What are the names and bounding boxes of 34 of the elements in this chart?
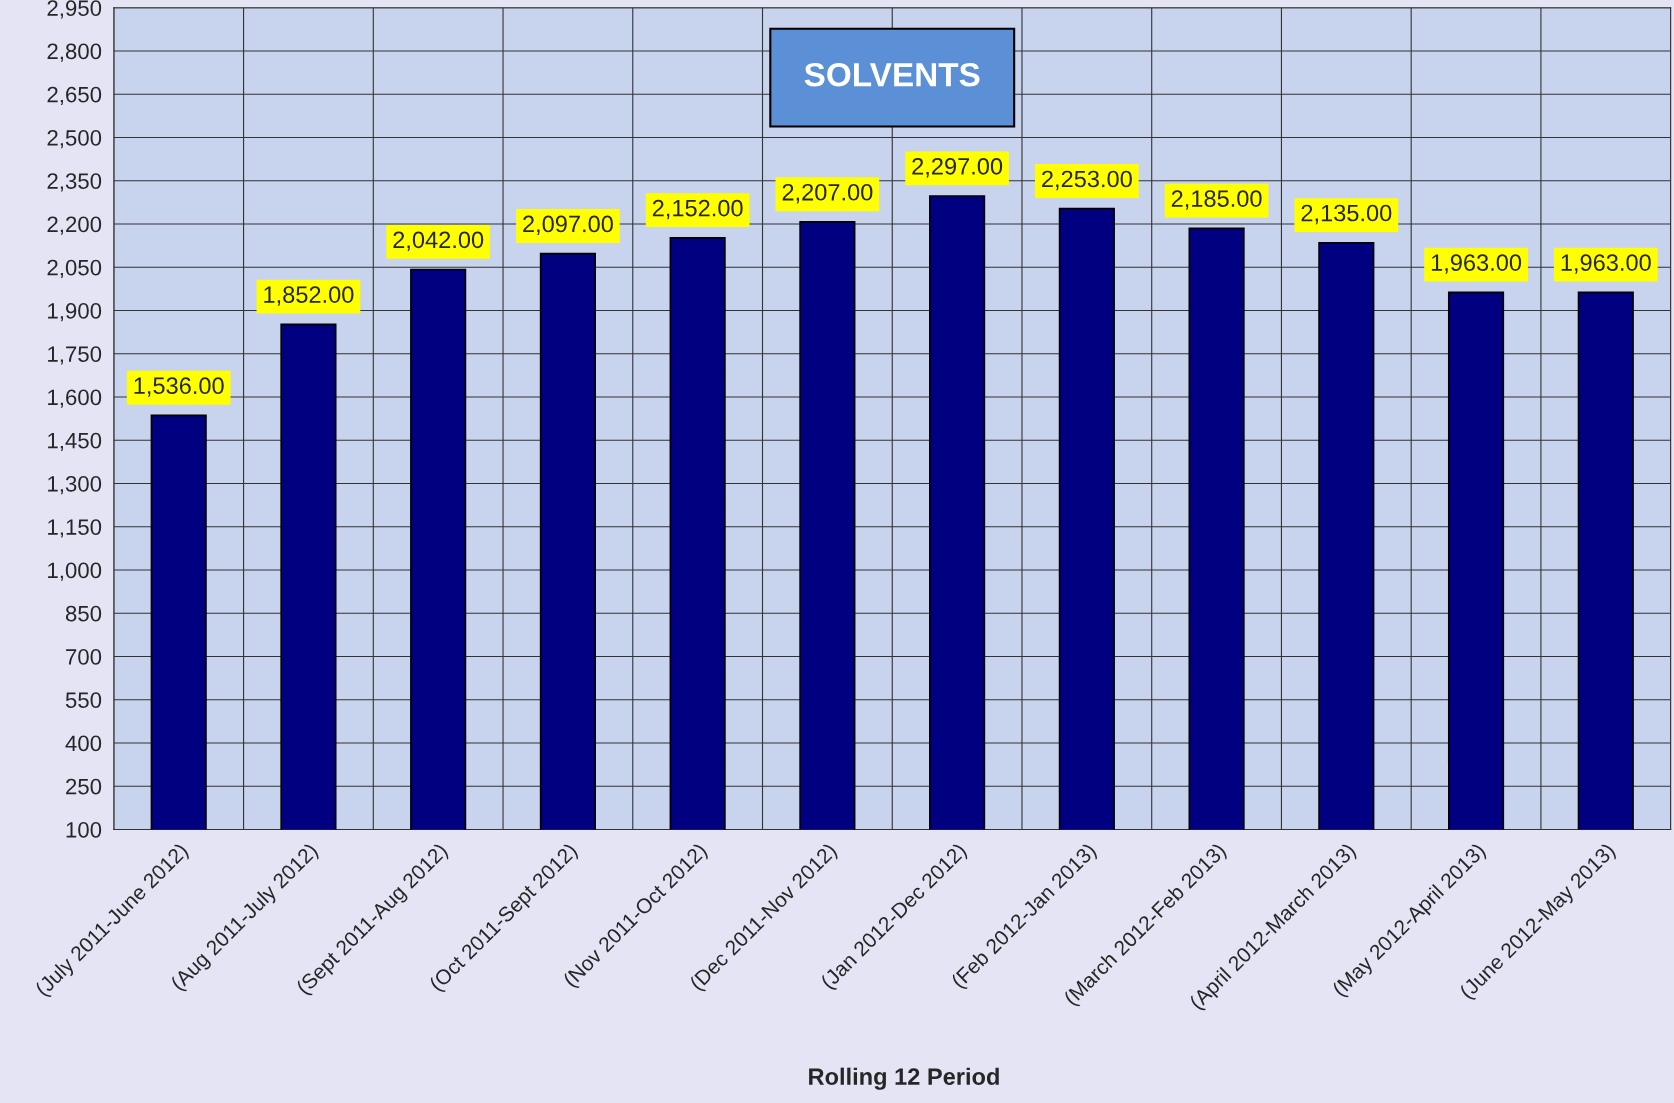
data-label: 1,852.00 (264, 286, 354, 306)
data-label: 2,097.00 (523, 215, 613, 236)
data-label: 2,152.00 (652, 199, 743, 220)
text: SOLVENTS (804, 62, 980, 87)
y-tick-label: 1,750 (48, 346, 102, 365)
data-label: 2,253.00 (1042, 170, 1132, 191)
y-tick-label: 1,000 (48, 562, 102, 581)
y-tick-label: 700 (66, 648, 102, 665)
y-tick-label: 850 (65, 605, 102, 622)
y-tick-label: 100 (66, 821, 102, 838)
y-tick-label: 1,600 (48, 389, 102, 408)
y-tick-label: 250 (66, 778, 102, 795)
y-tick-label: 2,650 (47, 86, 102, 106)
y-tick-label: 2,950 (47, 0, 102, 19)
data-label: 2,297.00 (912, 157, 1003, 178)
y-tick-label: 1,150 (48, 519, 102, 538)
y-tick-label: 2,200 (47, 216, 102, 235)
x-axis-title: Rolling 12 Period (809, 1067, 999, 1090)
data-label: 1,963.00 (1561, 254, 1651, 274)
y-tick-label: 2,500 (47, 130, 102, 149)
data-label: 2,207.00 (782, 183, 873, 204)
y-tick-label: 2,350 (47, 173, 102, 192)
y-tick-label: 1,300 (48, 476, 102, 495)
data-label: 1,536.00 (134, 377, 224, 397)
y-tick-label: 1,900 (48, 303, 102, 322)
y-tick-label: 550 (65, 692, 102, 708)
y-tick-label: 2,050 (47, 259, 102, 279)
y-tick-label: 400 (65, 735, 102, 752)
data-label: 2,135.00 (1301, 204, 1392, 225)
y-tick-label: 2,800 (47, 43, 102, 62)
data-label: 1,963.00 (1431, 254, 1522, 274)
y-tick-label: 1,450 (48, 432, 102, 452)
data-label: 2,185.00 (1171, 190, 1262, 210)
data-label: 2,042.00 (393, 231, 484, 251)
